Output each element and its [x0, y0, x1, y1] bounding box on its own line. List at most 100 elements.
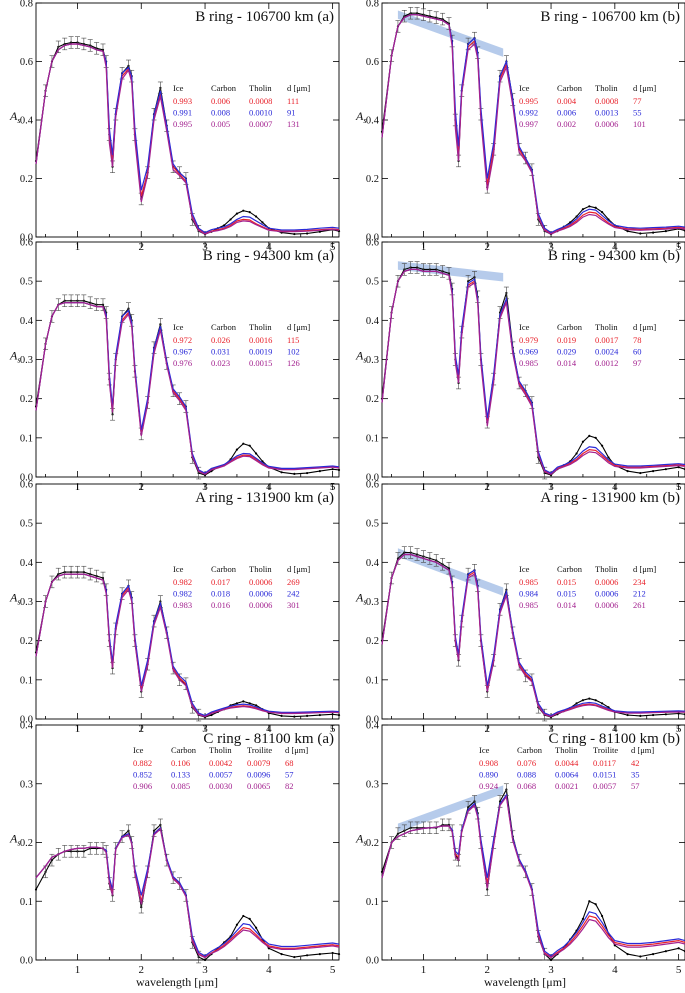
table-cell: 97 [633, 358, 642, 368]
table-cell: 0.985 [519, 577, 538, 587]
y-tick-label: 0.2 [20, 636, 33, 647]
data-point [34, 888, 38, 891]
y-axis-label-subscript: s [363, 356, 366, 365]
y-tick-label: 0.2 [366, 394, 379, 405]
data-point [235, 923, 239, 926]
data-point [248, 702, 251, 705]
data-point [594, 903, 597, 906]
table-cell: 0.983 [173, 600, 192, 610]
y-tick-label: 0.1 [20, 675, 33, 686]
y-axis-label-subscript: s [17, 839, 20, 848]
y-tick-label: 0.6 [366, 480, 379, 491]
data-point [242, 209, 245, 212]
table-cell: 102 [287, 347, 300, 357]
table-cell: 0.0057 [209, 770, 232, 780]
x-tick-label: 3 [202, 964, 208, 976]
data-point [600, 211, 604, 214]
x-tick-label: 1 [75, 964, 81, 976]
table-header-2: Carbon [517, 745, 543, 755]
table-header-4: d [μm] [287, 564, 310, 574]
data-point [254, 926, 258, 929]
data-point [581, 917, 585, 920]
table-cell: 0.908 [479, 758, 498, 768]
slope-band [397, 261, 504, 282]
table-cell: 0.852 [133, 770, 152, 780]
table-header-1: Ice [519, 564, 530, 574]
table-cell: 0.085 [171, 781, 190, 791]
table-cell: 0.0012 [595, 358, 618, 368]
y-tick-label: 0.3 [20, 597, 33, 608]
x-tick-label: 3 [548, 964, 554, 976]
table-cell: 0.0016 [249, 335, 272, 345]
table-header-4: d [μm] [633, 564, 656, 574]
table-cell: 0.972 [173, 335, 192, 345]
y-tick-label: 0.1 [366, 433, 379, 444]
table-header-4: d [μm] [633, 83, 656, 93]
table-cell: 0.014 [557, 600, 577, 610]
table-cell: 111 [287, 96, 299, 106]
data-point [639, 471, 642, 475]
data-point [664, 230, 667, 233]
data-point [626, 230, 629, 233]
data-point [626, 713, 629, 717]
y-tick-label: 0.2 [366, 636, 379, 647]
data-point [210, 713, 213, 717]
table-cell: 0.0006 [595, 577, 618, 587]
table-header-1: Ice [479, 745, 490, 755]
table-header-4: Troilite [247, 745, 272, 755]
y-tick-label: 0.4 [20, 558, 34, 569]
y-tick-label: 0.2 [20, 394, 33, 405]
table-cell: 82 [285, 781, 294, 791]
table-header-2: Carbon [171, 745, 197, 755]
x-tick-label: 4 [266, 964, 272, 976]
data-point [229, 218, 232, 221]
table-cell: 0.924 [479, 781, 499, 791]
table-cell: 0.006 [557, 108, 576, 118]
y-tick-label: 0.4 [366, 721, 380, 732]
data-point [280, 714, 283, 717]
panel-title: B ring - 94300 km (a) [203, 248, 334, 264]
table-cell: 0.004 [557, 96, 577, 106]
table-cell: 0.106 [171, 758, 190, 768]
y-tick-label: 0.6 [366, 57, 379, 68]
data-point [677, 712, 680, 715]
table-cell: 0.0024 [595, 347, 619, 357]
y-tick-label: 0.3 [366, 597, 379, 608]
table-cell: 0.026 [211, 335, 230, 345]
x-tick-label: 1 [421, 964, 427, 976]
data-point [331, 951, 334, 955]
data-point [664, 713, 667, 716]
data-point [652, 231, 655, 234]
panel-title: B ring - 106700 km (a) [195, 9, 334, 25]
data-point [254, 452, 258, 455]
model-spectrum-line-3 [35, 827, 340, 959]
y-tick-label: 0.0 [366, 715, 379, 726]
y-axis-label-subscript: s [363, 839, 366, 848]
table-cell: 101 [633, 119, 646, 129]
table-cell: 0.979 [519, 335, 538, 345]
table-cell: 0.0017 [595, 335, 618, 345]
table-cell: 0.008 [211, 108, 230, 118]
table-cell: 0.969 [519, 347, 538, 357]
table-cell: 269 [287, 577, 300, 587]
data-point [639, 232, 642, 235]
table-cell: 0.985 [519, 600, 538, 610]
x-tick-label: 2 [485, 964, 491, 976]
table-cell: 0.016 [211, 600, 230, 610]
model-spectrum-line-2 [35, 826, 340, 957]
data-point [254, 704, 258, 707]
table-cell: 0.029 [557, 347, 576, 357]
data-point [575, 215, 578, 218]
table-header-4: Troilite [593, 745, 618, 755]
y-tick-label: 0.1 [20, 433, 33, 444]
data-point [600, 914, 604, 918]
table-header-1: Ice [173, 83, 184, 93]
table-cell: 0.0013 [595, 108, 618, 118]
table-header-4: d [μm] [287, 322, 310, 332]
table-cell: 0.018 [211, 589, 230, 599]
table-cell: 68 [285, 758, 294, 768]
table-header-3: Tholin [249, 564, 272, 574]
y-tick-label: 0.5 [20, 519, 33, 530]
table-cell: 0.0021 [555, 781, 578, 791]
